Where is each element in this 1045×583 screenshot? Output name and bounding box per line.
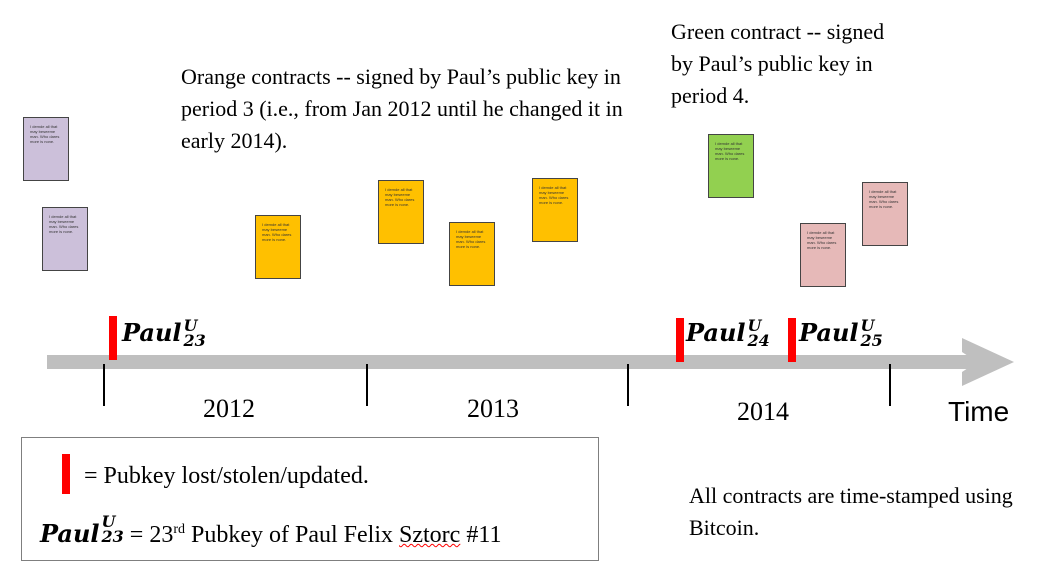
pubkey-label-24: Paul U 24 — [686, 316, 770, 350]
orange-contracts-note: Orange contracts -- signed by Paul’s pub… — [181, 64, 623, 153]
contract-doc-pink-1: I demde all that may beseeme man. Who da… — [800, 223, 846, 287]
contract-doc-orange-2: I demde all that may beseeme man. Who da… — [378, 180, 424, 244]
contract-doc-pink-2: I demde all that may beseeme man. Who da… — [862, 182, 908, 246]
pubkey-label-23: Paul U 23 — [122, 316, 206, 350]
legend-marker-text: = Pubkey lost/stolen/updated. — [84, 463, 369, 489]
contract-doc-orange-3: I demde all that may beseeme man. Who da… — [449, 222, 495, 286]
contract-doc-orange-1: I demde all that may beseeme man. Who da… — [255, 215, 301, 279]
timeline-tick-4 — [889, 364, 891, 406]
timeline-tick-1 — [103, 364, 105, 406]
time-axis-label: Time — [948, 396, 1010, 427]
timeline-arrow — [47, 338, 1014, 386]
contract-doc-purple-1: I demde all that may beseeme man. Who da… — [23, 117, 69, 181]
legend-key-symbol: Paul U 23 — [40, 512, 124, 549]
timeline-tick-3 — [627, 364, 629, 406]
legend-key-definition: Paul U 23 = 23rd Pubkey of Paul Felix Szto… — [40, 512, 502, 549]
year-label-2012: 2012 — [203, 394, 255, 423]
contract-doc-orange-4: I demde all that may beseeme man. Who da… — [532, 178, 578, 242]
legend-box: = Pubkey lost/stolen/updated. Paul U 23 = … — [21, 437, 599, 561]
pubkey-label-25: Paul U 25 — [799, 316, 883, 350]
year-label-2014: 2014 — [737, 397, 789, 426]
green-contract-note: Green contract -- signed by Paul’s publi… — [671, 19, 885, 108]
timeline-tick-2 — [366, 364, 368, 406]
year-label-2013: 2013 — [467, 394, 519, 423]
contract-doc-green: I demde all that may beseeme man. Who da… — [708, 134, 754, 198]
legend-red-marker — [62, 454, 70, 494]
key-change-marker-3 — [788, 318, 796, 362]
key-change-marker-2 — [676, 318, 684, 362]
contract-doc-purple-2: I demde all that may beseeme man. Who da… — [42, 207, 88, 271]
timestamp-note: All contracts are time-stamped using Bit… — [689, 483, 1013, 540]
key-change-marker-1 — [109, 316, 117, 360]
